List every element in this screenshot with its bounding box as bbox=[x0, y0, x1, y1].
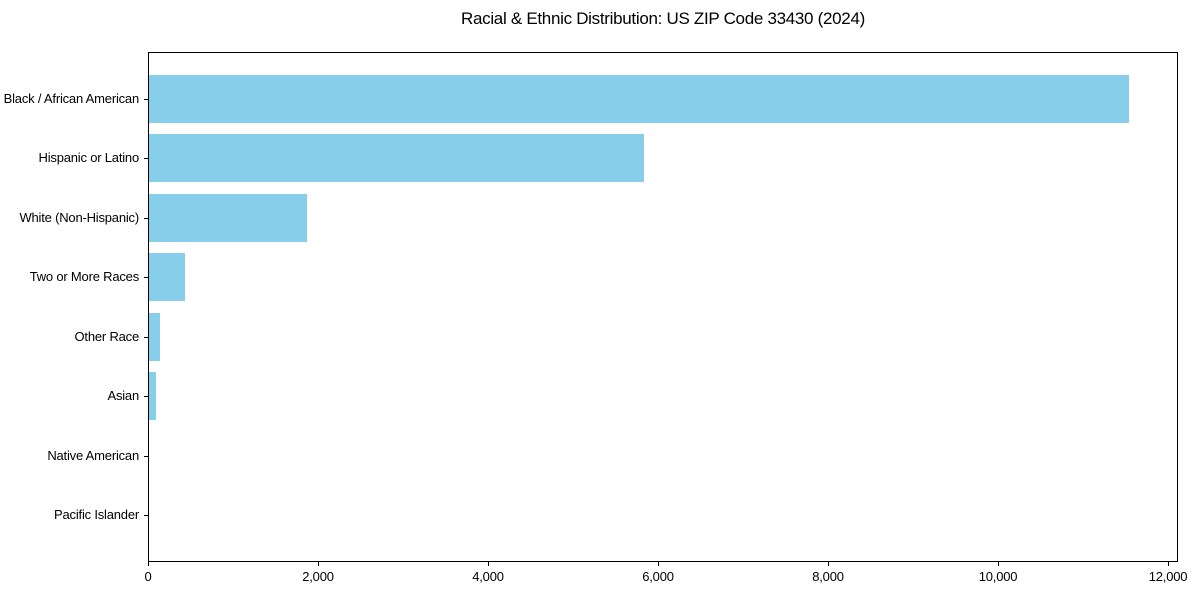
y-axis-label: Two or More Races bbox=[29, 269, 140, 285]
y-axis-label: Black / African American bbox=[3, 90, 140, 106]
y-tick bbox=[144, 337, 148, 338]
x-tick-label: 4,000 bbox=[472, 569, 504, 584]
y-tick bbox=[144, 158, 148, 159]
y-axis-label: Asian bbox=[107, 388, 139, 404]
x-tick-label: 12,000 bbox=[1148, 569, 1188, 584]
y-axis-label: Native American bbox=[47, 447, 139, 463]
bar-hispanic-or-latino bbox=[149, 134, 644, 182]
bar-two-or-more-races bbox=[149, 253, 185, 301]
y-tick bbox=[144, 99, 148, 100]
x-tick bbox=[998, 562, 999, 566]
x-tick bbox=[828, 562, 829, 566]
y-axis-label: Pacific Islander bbox=[54, 507, 139, 523]
y-tick bbox=[144, 456, 148, 457]
y-tick bbox=[144, 515, 148, 516]
plot-area bbox=[148, 52, 1178, 562]
y-tick bbox=[144, 218, 148, 219]
x-tick bbox=[658, 562, 659, 566]
x-tick bbox=[148, 562, 149, 566]
y-tick bbox=[144, 277, 148, 278]
bar-asian bbox=[149, 372, 156, 420]
chart-title: Racial & Ethnic Distribution: US ZIP Cod… bbox=[461, 9, 865, 28]
x-tick bbox=[318, 562, 319, 566]
bar-black-african-american bbox=[149, 75, 1129, 123]
x-tick-label: 8,000 bbox=[812, 569, 844, 584]
x-tick bbox=[1168, 562, 1169, 566]
y-axis-label: Other Race bbox=[74, 328, 140, 344]
y-tick bbox=[144, 396, 148, 397]
bar-white-non-hispanic bbox=[149, 194, 307, 242]
y-axis-label: Hispanic or Latino bbox=[38, 150, 140, 166]
x-tick-label: 0 bbox=[144, 569, 152, 584]
x-tick-label: 2,000 bbox=[302, 569, 334, 584]
bar-other-race bbox=[149, 313, 160, 361]
x-tick-label: 6,000 bbox=[642, 569, 674, 584]
x-tick bbox=[488, 562, 489, 566]
y-axis-label: White (Non-Hispanic) bbox=[19, 209, 139, 225]
x-tick-label: 10,000 bbox=[978, 569, 1018, 584]
